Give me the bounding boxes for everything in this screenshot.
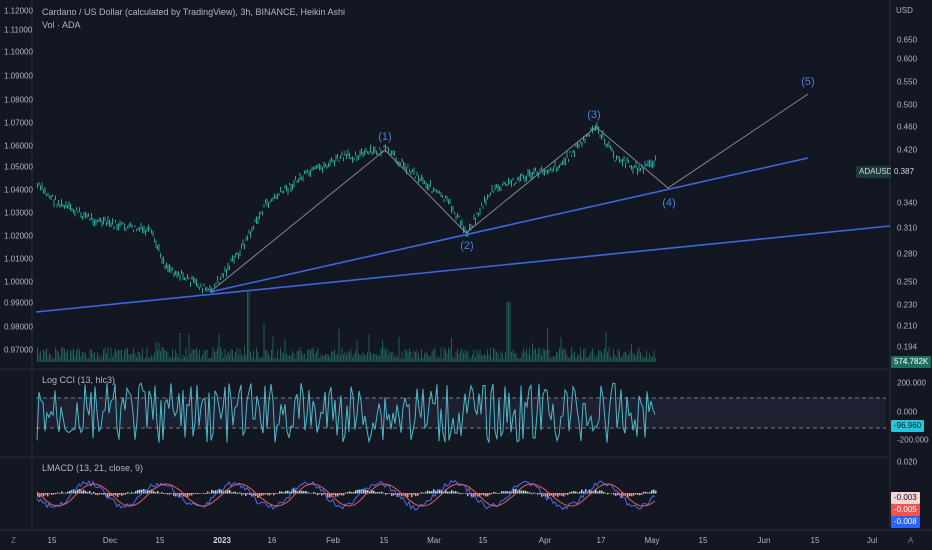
right-axis-tick: 0.194 xyxy=(897,342,918,352)
lmacd-value-tag: -0.003 xyxy=(891,492,920,504)
left-axis-tick: 1.09000 xyxy=(4,71,33,81)
right-axis-tick: 0.500 xyxy=(897,100,918,110)
right-axis-tick: 0.420 xyxy=(897,145,918,155)
right-axis-tick: 0.310 xyxy=(897,223,918,233)
wave-label-5: (5) xyxy=(801,76,815,88)
wave-label-3: (3) xyxy=(587,109,601,121)
left-axis-tick: 1.10000 xyxy=(4,47,33,57)
time-axis-tick: Mar xyxy=(427,536,441,545)
upper-trendline xyxy=(209,157,809,293)
time-axis-tick: 15 xyxy=(698,536,708,545)
long-trendline xyxy=(35,225,891,313)
right-axis-tick: 0.210 xyxy=(897,321,918,331)
wave-label-2: (2) xyxy=(460,240,474,252)
left-axis-tick: 1.03000 xyxy=(4,208,33,218)
left-axis-tick: 1.08000 xyxy=(4,95,33,105)
lmacd-line xyxy=(36,479,656,511)
right-axis-tick: 0.600 xyxy=(897,54,918,64)
lmacd-legend[interactable]: LMACD (13, 21, close, 9) xyxy=(42,463,144,473)
time-axis-tick: 2023 xyxy=(213,536,231,545)
price-tag: 0.387 xyxy=(891,166,918,178)
volume-tag: 574.782K xyxy=(891,356,932,368)
left-axis-tick: 1.06000 xyxy=(4,141,33,151)
left-axis-tick: 1.02000 xyxy=(4,231,33,241)
zoom-button[interactable]: Z xyxy=(11,536,16,545)
time-axis-tick: Dec xyxy=(102,536,118,545)
time-axis-tick: 16 xyxy=(267,536,277,545)
symbol-tag: ADAUSD xyxy=(856,166,896,178)
left-axis-tick: 1.01000 xyxy=(4,254,33,264)
time-axis-tick: Jun xyxy=(757,536,771,545)
time-axis-tick: Feb xyxy=(326,536,340,545)
wave-label-4: (4) xyxy=(662,197,676,209)
volume-legend[interactable]: Vol · ADA xyxy=(42,20,81,30)
time-axis-tick: Jul xyxy=(866,536,878,545)
time-axis-tick: Apr xyxy=(538,536,552,545)
lmacd-signal-line xyxy=(36,483,656,507)
left-axis-tick: 1.07000 xyxy=(4,118,33,128)
right-axis-tick: 0.650 xyxy=(897,35,918,45)
currency-label: USD xyxy=(896,6,913,15)
left-axis-tick: 1.12000 xyxy=(4,6,33,16)
wave-label-1: (1) xyxy=(378,131,392,143)
time-axis-tick: 15 xyxy=(379,536,389,545)
lmacd-line-tag: -0.008 xyxy=(891,516,920,528)
time-axis-tick: 15 xyxy=(155,536,165,545)
cci-legend[interactable]: Log CCI (13, hlc3) xyxy=(42,375,116,385)
time-axis-tick: 15 xyxy=(810,536,820,545)
cci-value-tag: -96.960 xyxy=(891,420,925,432)
auto-scale-button[interactable]: A xyxy=(908,536,914,545)
volume-bars xyxy=(37,292,656,362)
elliott-wave-path xyxy=(209,93,809,293)
left-axis-tick: 0.99000 xyxy=(4,298,33,308)
right-axis-tick: 0.230 xyxy=(897,300,918,310)
left-axis-tick: 1.11000 xyxy=(4,25,33,35)
time-axis-tick: 15 xyxy=(47,536,57,545)
cci-tick: 0.000 xyxy=(897,407,918,417)
lmacd-tick: 0.020 xyxy=(897,457,918,467)
lmacd-signal-tag: -0.005 xyxy=(891,504,920,516)
cci-tick: -200.000 xyxy=(897,435,929,445)
cci-tick: 200.000 xyxy=(897,378,926,388)
left-axis-tick: 0.98000 xyxy=(4,322,33,332)
lmacd-histogram xyxy=(37,488,657,498)
right-axis-tick: 0.250 xyxy=(897,277,918,287)
right-axis-tick: 0.550 xyxy=(897,77,918,87)
time-axis-tick: 17 xyxy=(596,536,606,545)
right-axis-tick: 0.460 xyxy=(897,122,918,132)
left-axis-tick: 1.05000 xyxy=(4,162,33,172)
left-axis-tick: 1.04000 xyxy=(4,185,33,195)
time-axis-tick: May xyxy=(644,536,660,545)
right-axis-tick: 0.340 xyxy=(897,198,918,208)
heikin-ashi-candles xyxy=(37,122,656,294)
symbol-title[interactable]: Cardano / US Dollar (calculated by Tradi… xyxy=(42,7,345,17)
time-axis-tick: 15 xyxy=(478,536,488,545)
right-axis-tick: 0.280 xyxy=(897,249,918,259)
cci-line xyxy=(36,382,656,444)
left-axis-tick: 1.00000 xyxy=(4,277,33,287)
left-axis-tick: 0.97000 xyxy=(4,345,33,355)
